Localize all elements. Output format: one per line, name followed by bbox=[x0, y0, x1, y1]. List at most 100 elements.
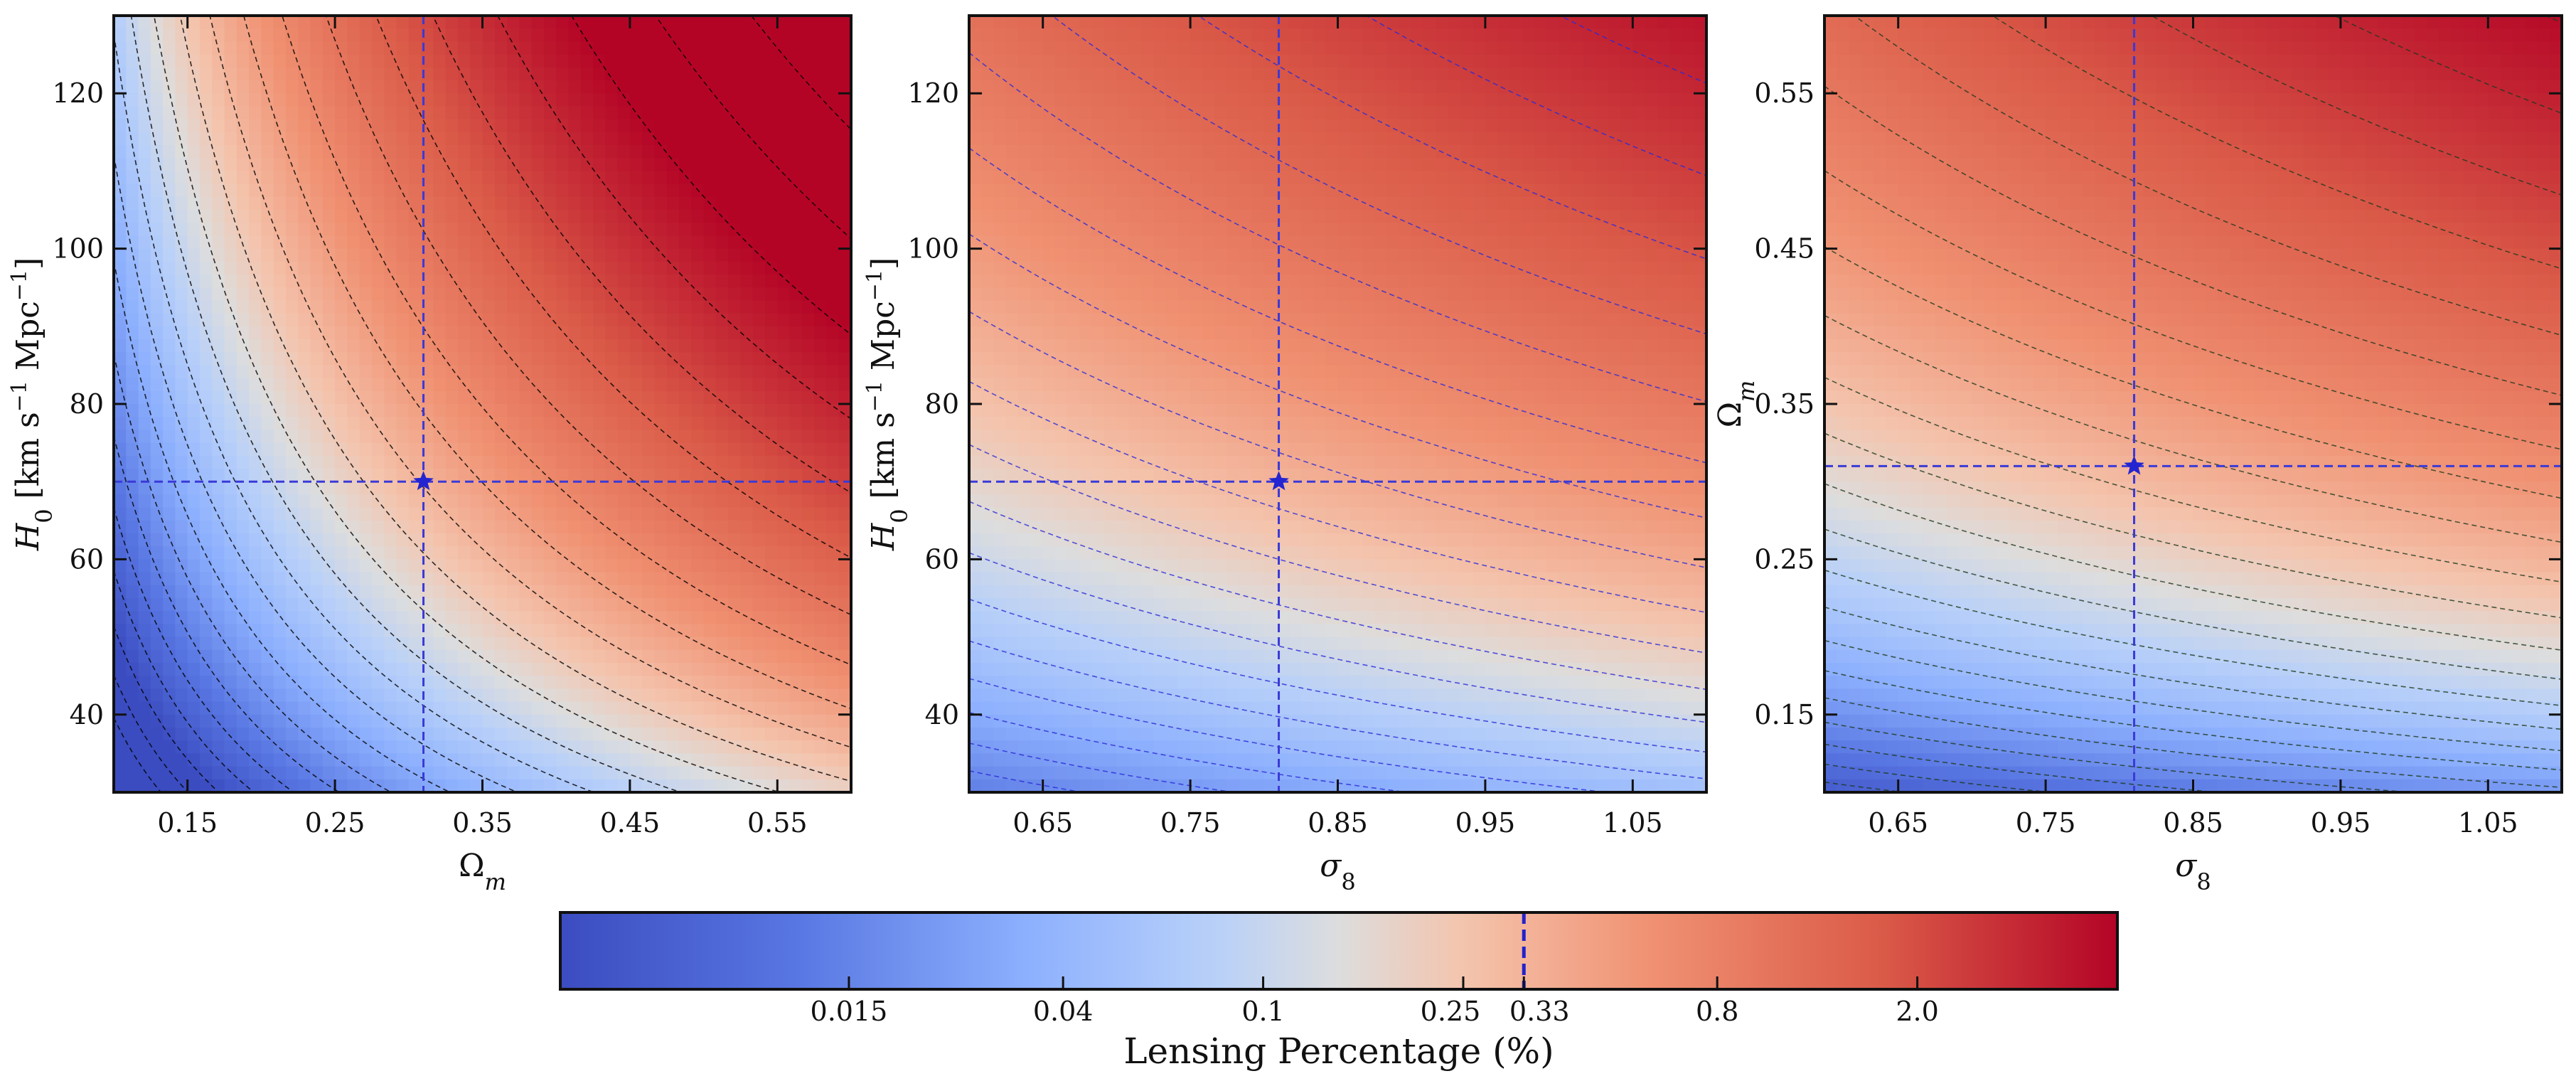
heatmap-cell bbox=[1079, 753, 1093, 767]
heatmap-cell bbox=[728, 701, 742, 715]
heatmap-cell bbox=[114, 365, 127, 379]
heatmap-cell bbox=[1005, 210, 1019, 223]
heatmap-cell bbox=[114, 171, 127, 185]
heatmap-cell bbox=[114, 649, 127, 664]
heatmap-cell bbox=[752, 390, 766, 405]
heatmap-cell bbox=[470, 261, 483, 275]
heatmap-cell bbox=[199, 598, 213, 612]
heatmap-cell bbox=[126, 326, 139, 340]
heatmap-cell bbox=[715, 300, 729, 314]
heatmap-cell bbox=[470, 171, 483, 185]
heatmap-cell bbox=[371, 235, 385, 250]
heatmap-cell bbox=[507, 559, 520, 573]
heatmap-cell bbox=[470, 339, 483, 353]
heatmap-cell bbox=[199, 183, 213, 198]
heatmap-cell bbox=[715, 235, 729, 250]
heatmap-cell bbox=[1005, 676, 1019, 690]
heatmap-cell bbox=[1202, 261, 1216, 275]
heatmap-cell bbox=[457, 28, 471, 43]
heatmap-cell bbox=[396, 469, 410, 482]
heatmap-cell bbox=[752, 481, 766, 496]
heatmap-cell bbox=[482, 365, 496, 379]
heatmap-cell bbox=[310, 533, 324, 547]
heatmap-cell bbox=[236, 132, 250, 146]
heatmap-cell bbox=[1030, 714, 1044, 728]
heatmap-cell bbox=[114, 520, 127, 534]
heatmap-cell bbox=[580, 507, 594, 521]
heatmap-cell bbox=[1177, 300, 1191, 314]
heatmap-cell bbox=[482, 339, 496, 353]
heatmap-cell bbox=[981, 223, 995, 237]
heatmap-cell bbox=[1190, 455, 1204, 469]
heatmap-cell bbox=[556, 275, 570, 288]
heatmap-cell bbox=[679, 404, 693, 417]
heatmap-cell bbox=[187, 390, 201, 405]
heatmap-cell bbox=[126, 624, 139, 638]
heatmap-cell bbox=[150, 300, 164, 314]
heatmap-cell bbox=[384, 339, 397, 353]
heatmap-cell bbox=[765, 378, 779, 392]
heatmap-cell bbox=[224, 714, 237, 728]
heatmap-cell bbox=[765, 559, 779, 573]
heatmap-cell bbox=[666, 54, 680, 68]
heatmap-cell bbox=[359, 779, 373, 792]
heatmap-cell bbox=[629, 67, 643, 81]
heatmap-cell bbox=[249, 663, 262, 676]
heatmap-cell bbox=[494, 585, 508, 599]
heatmap-cell bbox=[568, 676, 582, 690]
heatmap-cell bbox=[715, 171, 729, 185]
heatmap-cell bbox=[765, 28, 779, 43]
heatmap-cell bbox=[969, 196, 983, 211]
heatmap-cell bbox=[715, 145, 729, 159]
heatmap-cell bbox=[1214, 779, 1228, 792]
heatmap-cell bbox=[1018, 80, 1032, 94]
heatmap-cell bbox=[396, 171, 410, 185]
heatmap-cell bbox=[691, 326, 705, 340]
heatmap-cell bbox=[445, 339, 459, 353]
heatmap-cell bbox=[543, 261, 557, 275]
heatmap-cell bbox=[752, 533, 766, 547]
heatmap-cell bbox=[1202, 624, 1216, 638]
heatmap-cell bbox=[1239, 16, 1253, 29]
heatmap-cell bbox=[1042, 494, 1056, 508]
heatmap-cell bbox=[114, 261, 127, 275]
heatmap-cell bbox=[1054, 469, 1069, 482]
heatmap-cell bbox=[679, 54, 693, 68]
heatmap-cell bbox=[457, 714, 471, 728]
heatmap-cell bbox=[212, 740, 225, 755]
heatmap-cell bbox=[814, 417, 828, 431]
heatmap-cell bbox=[543, 80, 557, 94]
heatmap-cell bbox=[371, 572, 385, 586]
heatmap-cell bbox=[605, 313, 619, 327]
heatmap-cell bbox=[1030, 223, 1044, 237]
heatmap-cell bbox=[1091, 417, 1105, 431]
heatmap-cell bbox=[298, 546, 311, 560]
heatmap-cell bbox=[981, 494, 995, 508]
heatmap-cell bbox=[433, 390, 447, 405]
heatmap-cell bbox=[445, 663, 459, 676]
heatmap-cell bbox=[666, 649, 680, 664]
heatmap-cell bbox=[1079, 248, 1093, 262]
heatmap-cell bbox=[1042, 41, 1056, 55]
heatmap-cell bbox=[605, 16, 619, 29]
heatmap-cell bbox=[322, 507, 336, 521]
heatmap-cell bbox=[138, 352, 151, 366]
heatmap-cell bbox=[199, 494, 213, 508]
heatmap-cell bbox=[1042, 106, 1056, 120]
heatmap-cell bbox=[507, 183, 520, 198]
heatmap-cell bbox=[715, 339, 729, 353]
heatmap-cell bbox=[740, 442, 754, 457]
heatmap-cell bbox=[993, 417, 1007, 431]
heatmap-cell bbox=[838, 533, 851, 547]
heatmap-cell bbox=[187, 507, 201, 521]
heatmap-cell bbox=[642, 106, 656, 120]
heatmap-cell bbox=[224, 41, 237, 55]
heatmap-cell bbox=[212, 378, 225, 392]
heatmap-cell bbox=[1104, 507, 1118, 521]
heatmap-cell bbox=[150, 469, 164, 482]
heatmap-cell bbox=[519, 365, 533, 379]
heatmap-cell bbox=[1054, 430, 1069, 444]
heatmap-cell bbox=[359, 663, 373, 676]
heatmap-cell bbox=[298, 352, 311, 366]
heatmap-cell bbox=[543, 248, 557, 262]
